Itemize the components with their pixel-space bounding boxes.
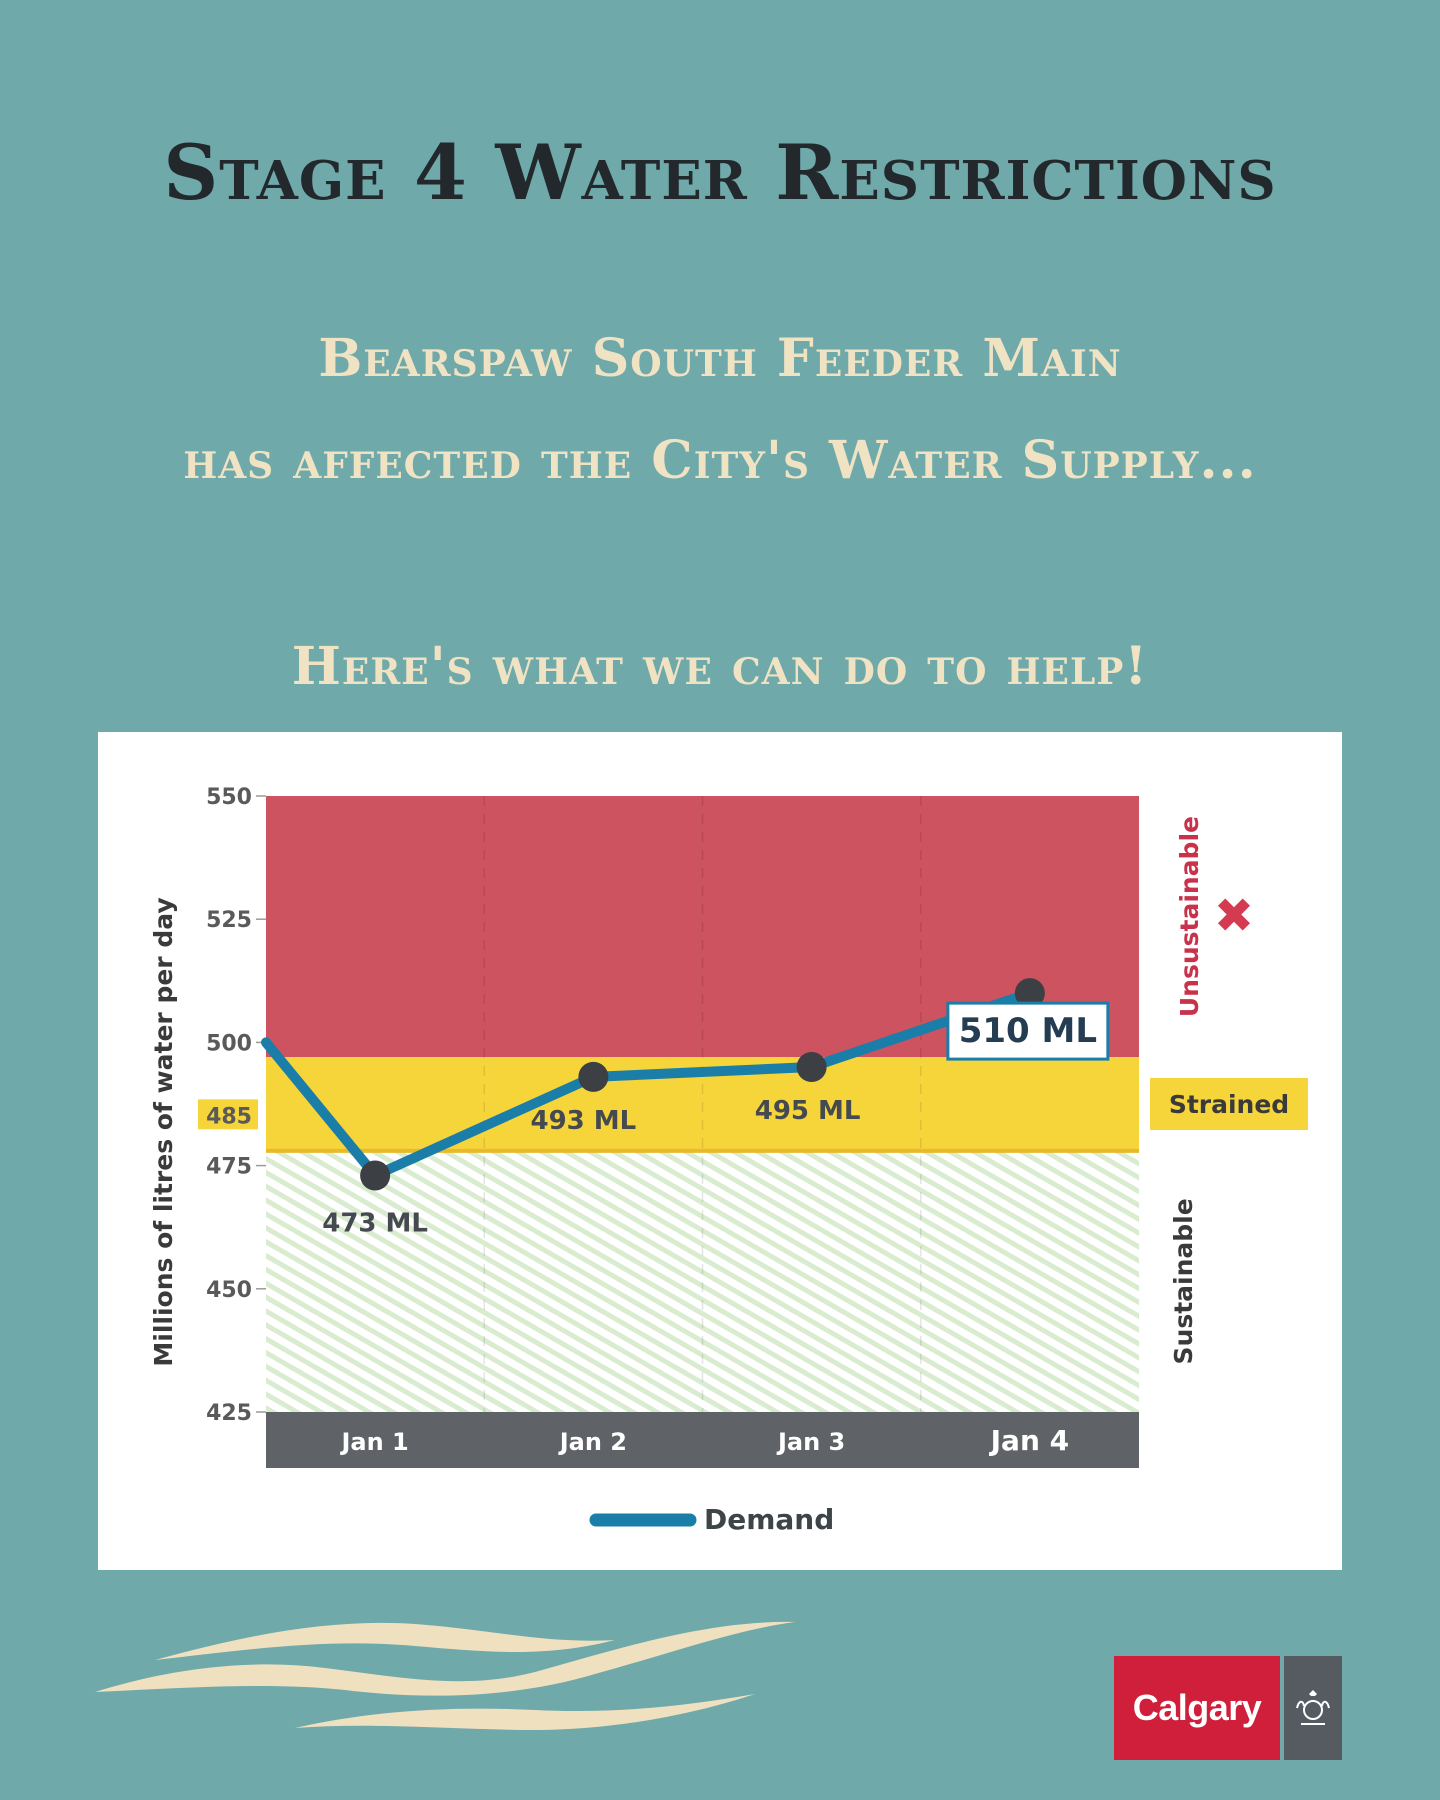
zone-sustainable bbox=[266, 1150, 1139, 1412]
demand-point bbox=[578, 1061, 609, 1092]
highlight-tick-background bbox=[198, 1099, 258, 1130]
y-tick-label: 550 bbox=[206, 785, 252, 810]
data-label: 495 ML bbox=[755, 1096, 861, 1126]
y-tick-label: 525 bbox=[206, 908, 252, 933]
coat-of-arms-icon bbox=[1284, 1656, 1342, 1760]
wave-shape-2 bbox=[155, 1622, 615, 1660]
demand-point bbox=[360, 1160, 391, 1191]
data-label: 473 ML bbox=[322, 1208, 428, 1238]
unsustainable-x-icon: ✖ bbox=[1214, 888, 1254, 944]
subtitle-line-2: has affected the City's Water Supply... bbox=[183, 430, 1257, 491]
call-to-action: Here's what we can do to help! bbox=[291, 636, 1149, 697]
highlight-tick-label: 485 bbox=[206, 1104, 252, 1129]
x-tick-label: Jan 4 bbox=[989, 1424, 1069, 1457]
y-tick-label: 425 bbox=[206, 1401, 252, 1426]
wave-shape-3 bbox=[295, 1694, 755, 1730]
decorative-waves bbox=[95, 1621, 795, 1730]
x-tick-label: Jan 1 bbox=[339, 1428, 408, 1456]
wave-shape-1 bbox=[95, 1621, 795, 1696]
y-tick-label: 475 bbox=[206, 1155, 252, 1180]
y-axis-label: Millions of litres of water per day bbox=[149, 897, 178, 1366]
y-tick-label: 500 bbox=[206, 1031, 252, 1056]
calgary-wordmark: Calgary bbox=[1114, 1656, 1280, 1760]
x-tick-label: Jan 3 bbox=[776, 1428, 845, 1456]
chart-card: Jan 1 Jan 2 Jan 3 Jan 4 425 450 475 500 525 550 4… bbox=[98, 732, 1342, 1570]
zone-label-strained-background bbox=[1150, 1078, 1308, 1130]
water-demand-chart: Jan 1 Jan 2 Jan 3 Jan 4 425 450 475 500 525 550 4… bbox=[149, 785, 1308, 1536]
subtitle-line-1: Bearspaw South Feeder Main bbox=[318, 328, 1122, 389]
city-of-calgary-logo: Calgary bbox=[1114, 1656, 1342, 1760]
y-tick-label: 450 bbox=[206, 1278, 252, 1303]
demand-point bbox=[1014, 978, 1045, 1009]
x-axis-band bbox=[266, 1412, 1139, 1468]
data-label: 510 ML bbox=[959, 1011, 1097, 1051]
data-label: 493 ML bbox=[530, 1106, 636, 1136]
zone-label-strained: Strained bbox=[1169, 1090, 1289, 1119]
demand-point bbox=[796, 1052, 827, 1083]
page-title: Stage 4 Water Restrictions bbox=[163, 128, 1277, 217]
x-tick-label: Jan 2 bbox=[558, 1428, 627, 1456]
data-label-box bbox=[946, 1001, 1110, 1061]
zone-label-unsustainable: Unsustainable bbox=[1175, 816, 1204, 1017]
zone-label-sustainable: Sustainable bbox=[1169, 1198, 1198, 1364]
legend-demand-label: Demand bbox=[704, 1503, 834, 1536]
chart-legend: Demand bbox=[589, 1503, 834, 1536]
